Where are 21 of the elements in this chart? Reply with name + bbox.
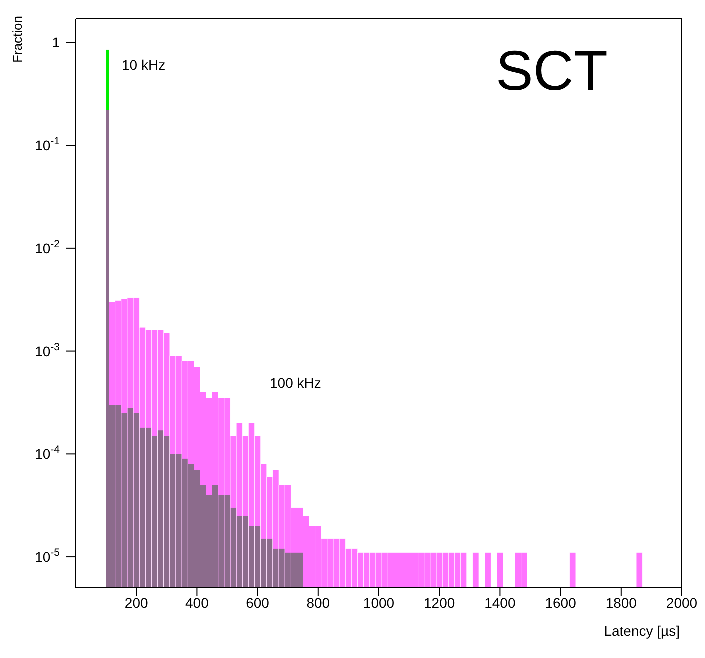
series-label: 10 kHz [122,57,166,73]
y-tick-label: 10$^{-1}$ [35,136,60,154]
x-tick-label: 200 [124,594,148,611]
x-tick-label: 1000 [363,594,395,611]
chart-title: SCT [496,38,608,103]
x-tick-label: 1600 [545,594,577,611]
x-tick-label: 1200 [424,594,456,611]
x-tick-label: 1800 [606,594,638,611]
x-tick-label: 1400 [484,594,516,611]
text: 100 kHz [270,375,322,391]
x-tick-label: 600 [246,594,270,611]
y-tick-label: 10$^{-3}$ [35,341,60,360]
x-axis-title: Latency [µs] [604,623,680,639]
y-axis-title: Fraction [10,16,25,63]
x-tick-label: 2000 [666,594,698,611]
y-tick-label: 1 [52,34,60,51]
y-tick-label: 10$^{-4}$ [35,444,60,462]
y-tick-label: 10$^{-5}$ [35,547,60,566]
y-tick-label: 10$^{-2}$ [35,238,60,256]
x-tick-label: 800 [306,594,330,611]
x-tick-label: 400 [186,594,210,611]
